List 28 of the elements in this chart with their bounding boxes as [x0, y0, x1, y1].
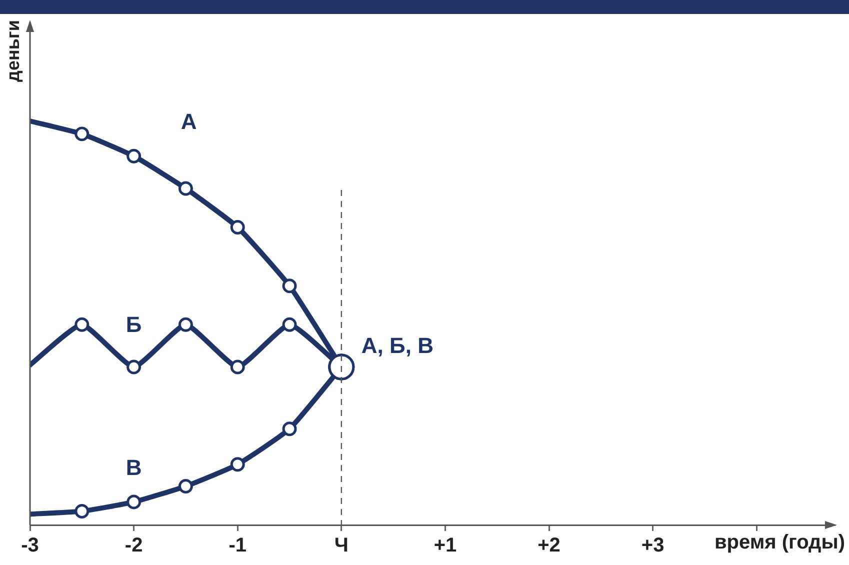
x-tick-label: -2 — [124, 534, 143, 557]
x-axis-title: время (годы) — [714, 532, 845, 554]
point — [230, 220, 245, 234]
x-tick-label: -1 — [228, 534, 247, 557]
annotation: А, Б, В — [361, 333, 434, 358]
series-label: А — [180, 109, 197, 134]
x-tick-label: -3 — [21, 534, 39, 557]
x-tick-label: Ч — [334, 534, 348, 557]
point — [126, 148, 142, 164]
point — [282, 317, 297, 332]
point — [74, 126, 90, 142]
point — [178, 478, 193, 494]
point — [282, 278, 297, 294]
point — [178, 317, 193, 332]
point — [178, 181, 193, 196]
point — [74, 317, 90, 332]
x-tick-label: +3 — [641, 534, 664, 557]
point — [230, 360, 245, 374]
x-tick-label: +2 — [538, 534, 560, 557]
point — [126, 360, 142, 374]
x-tick-label: +1 — [434, 534, 457, 557]
point — [126, 494, 142, 510]
y-axis-title: деньги — [2, 20, 23, 82]
point — [282, 422, 297, 436]
series-label: В — [126, 455, 142, 480]
point — [230, 457, 245, 472]
series-label: Б — [126, 312, 142, 338]
point — [74, 504, 90, 519]
